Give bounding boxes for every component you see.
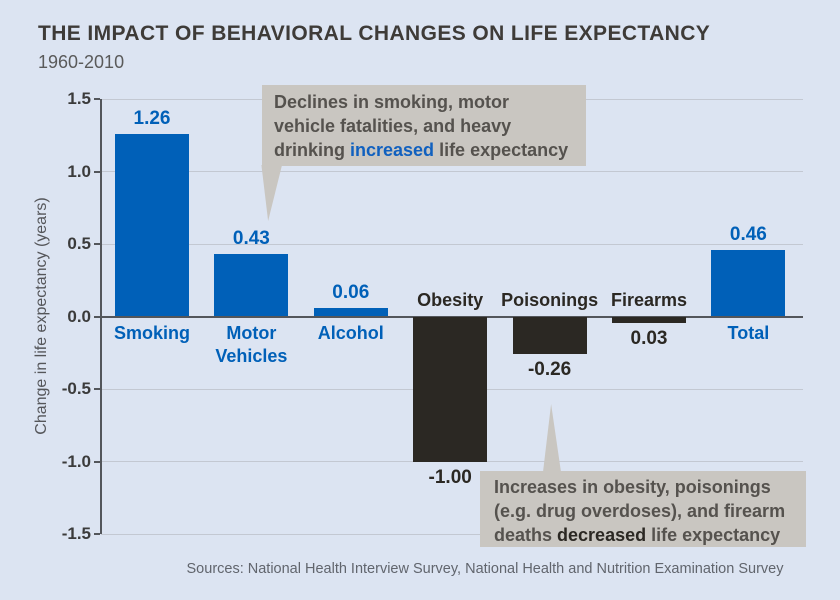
annotation-line: Declines in smoking, motor: [274, 92, 510, 112]
y-tick-label: 1.0: [67, 161, 91, 181]
bar-category-label: Smoking: [87, 322, 217, 345]
bar-category-line: Alcohol: [317, 322, 384, 343]
annotation-line: vehicle fatalities, and heavy: [274, 116, 512, 136]
gridline: [101, 461, 803, 462]
gridline: [101, 243, 803, 245]
bar-category-label: Firearms: [584, 289, 714, 312]
bar-category-label: Alcohol: [286, 322, 416, 345]
y-tick-label: 0.0: [67, 306, 91, 326]
annotation-line: (e.g. drug overdoses), and firearm: [494, 501, 786, 521]
keyword-decreased: decreased: [557, 525, 647, 545]
y-axis-tick: [93, 243, 100, 245]
bar-category-line: Total: [727, 322, 770, 343]
bar-value-label: 0.03: [630, 327, 668, 349]
bar-value-label: 0.46: [729, 223, 767, 245]
y-tick-label: 0.5: [67, 234, 91, 253]
y-axis-tick: [93, 98, 100, 100]
bar-category-line: Firearms: [610, 289, 688, 310]
bar-value-label: 0.06: [332, 281, 370, 303]
bar-obesity: [413, 316, 488, 462]
callout-tail-bottom: [543, 404, 561, 472]
bar-smoking: [115, 133, 189, 317]
bar-category-line: Smoking: [113, 322, 190, 343]
sources-note: Sources: National Health Interview Surve…: [186, 561, 784, 577]
bar-category-line: Poisonings: [501, 289, 599, 310]
bar-category-label: Obesity: [385, 289, 515, 312]
page-title: THE IMPACT OF BEHAVIORAL CHANGES ON LIFE…: [38, 22, 711, 45]
y-axis-tick: [93, 533, 100, 535]
bar-motor-vehicles: [214, 254, 289, 317]
y-axis-tick: [93, 460, 100, 463]
annotation-line: deaths decreased life expectancy: [494, 523, 806, 547]
y-tick-label: 1.5: [67, 89, 91, 108]
bar-total: [711, 249, 786, 317]
bar-value-label: 0.43: [232, 228, 270, 250]
y-axis-tick: [93, 315, 100, 318]
page-subtitle: 1960-2010: [38, 52, 125, 72]
bar-firearms: [612, 316, 686, 323]
y-axis-tick: [93, 170, 100, 173]
bar-alcohol: [313, 307, 388, 317]
annotation-text: life expectancy: [434, 140, 569, 160]
bar-category-line: Vehicles: [215, 345, 288, 366]
bar-category-label: Poisonings: [485, 289, 615, 312]
annotation-line: drinking increased life expectancy: [274, 138, 586, 162]
bar-poisonings: [512, 316, 587, 355]
y-tick-label: -1.0: [61, 451, 91, 471]
y-tick-label: -1.5: [61, 524, 91, 543]
bar-category-label: Motor Vehicles: [186, 322, 316, 368]
annotation-text: deaths: [494, 525, 558, 545]
bar-category-line: Obesity: [417, 289, 484, 310]
annotation-increased: Declines in smoking, motor vehicle fatal…: [262, 85, 586, 166]
bar-value-label: 1.26: [133, 107, 171, 129]
annotation-text: drinking: [274, 140, 350, 160]
keyword-increased: increased: [350, 140, 435, 160]
gridline: [101, 533, 803, 535]
bar-category-line: Motor: [226, 322, 277, 343]
annotation-decreased: Increases in obesity, poisonings (e.g. d…: [480, 471, 806, 547]
bar-category-label: Total: [683, 322, 813, 345]
y-axis-tick: [93, 388, 100, 390]
callout-tail-top: [261, 165, 283, 221]
bar-value-label: -1.00: [428, 466, 472, 488]
bar-value-label: -0.26: [527, 359, 572, 381]
annotation-text: life expectancy: [646, 525, 781, 545]
annotation-line: Increases in obesity, poisonings: [494, 477, 771, 497]
y-axis-line: [99, 99, 102, 534]
gridline: [101, 171, 803, 172]
y-tick-label: -0.5: [61, 379, 91, 398]
